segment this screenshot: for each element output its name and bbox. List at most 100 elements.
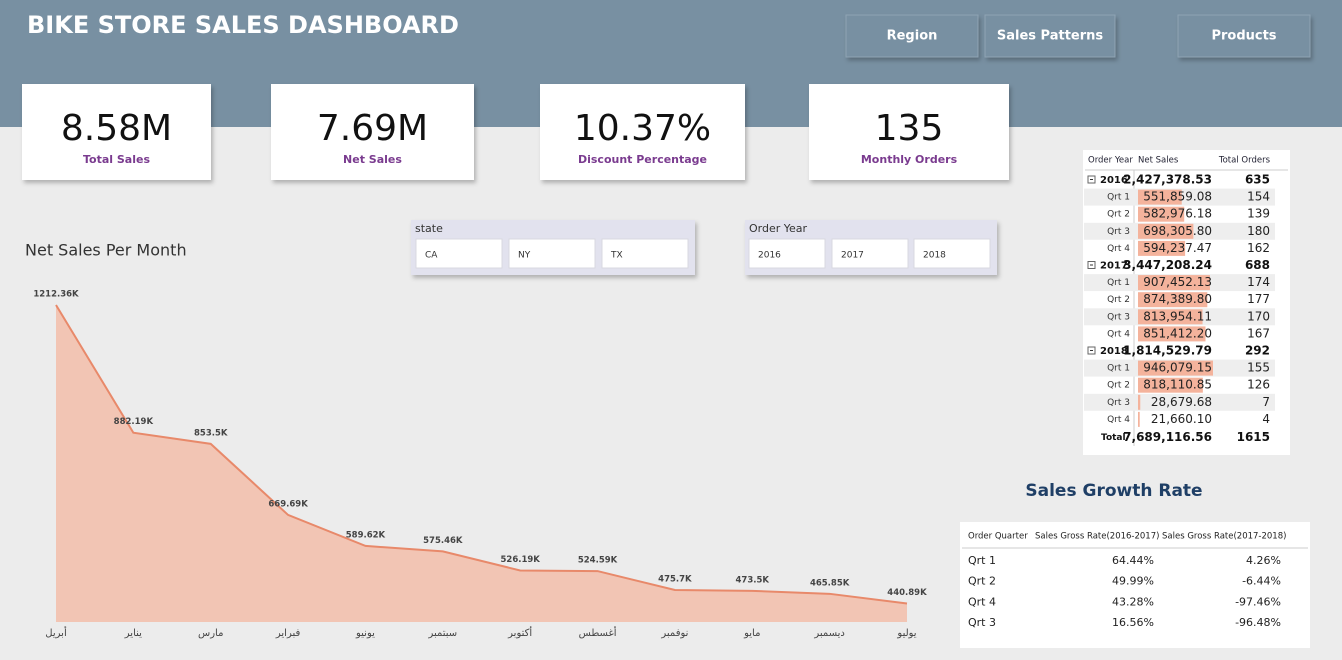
- data-bar: [1138, 240, 1186, 256]
- growth-rate-2: -6.44%: [1242, 575, 1281, 588]
- quarter-orders: 174: [1247, 275, 1270, 289]
- quarter-orders: 7: [1262, 395, 1270, 409]
- kpi-card: [540, 84, 745, 180]
- quarter-name: Qrt 2: [1107, 295, 1130, 305]
- quarter-orders: 177: [1247, 292, 1270, 306]
- data-label: 589.62K: [346, 530, 386, 540]
- slicer-option[interactable]: [831, 238, 909, 269]
- data-label: 473.5K: [736, 575, 770, 585]
- group-year: 2018: [1100, 346, 1128, 357]
- data-bar: [1138, 411, 1140, 427]
- kpi-label: Discount Percentage: [578, 153, 707, 166]
- nav-label: Sales Patterns: [997, 29, 1104, 44]
- kpi-card: [22, 84, 211, 180]
- growth-column-header: Sales Gross Rate(2017-2018): [1162, 532, 1286, 542]
- growth-rate-2: 4.26%: [1246, 554, 1281, 567]
- growth-rate-1: 64.44%: [1112, 554, 1154, 567]
- total-orders: 1615: [1237, 430, 1270, 444]
- quarter-net-sales: 818,110.85: [1143, 378, 1212, 392]
- nav-label: Products: [1211, 29, 1276, 44]
- slicer-option[interactable]: [508, 238, 596, 269]
- group-orders: 635: [1245, 173, 1270, 187]
- matrix-column-header: Total Orders: [1218, 156, 1271, 166]
- x-tick-label: نوفمبر: [660, 628, 688, 639]
- growth-quarter: Qrt 2: [968, 575, 996, 588]
- slicer-option-label: 2018: [923, 251, 946, 261]
- group-net-sales: 1,814,529.79: [1123, 344, 1212, 358]
- slicer-option-label: TX: [610, 251, 623, 261]
- slicer-option-label: CA: [425, 251, 438, 261]
- growth-rate-1: 43.28%: [1112, 595, 1154, 608]
- kpi-label: Total Sales: [83, 153, 150, 166]
- quarter-name: Qrt 2: [1107, 210, 1130, 220]
- growth-panel: [960, 522, 1310, 648]
- data-label: 669.69K: [268, 499, 308, 509]
- slicer-option[interactable]: [415, 238, 503, 269]
- data-label: 1212.36K: [33, 290, 79, 300]
- quarter-net-sales: 874,389.80: [1143, 292, 1212, 306]
- kpi-label: Net Sales: [343, 153, 402, 166]
- slicer-option[interactable]: [913, 238, 991, 269]
- matrix-column-header: Order Year: [1088, 156, 1133, 166]
- x-tick-label: مايو: [743, 628, 760, 639]
- quarter-name: Qrt 1: [1107, 193, 1130, 203]
- group-orders: 292: [1245, 344, 1270, 358]
- matrix-column-header: Net Sales: [1138, 156, 1179, 166]
- quarter-orders: 180: [1247, 224, 1270, 238]
- slicer-option[interactable]: [601, 238, 689, 269]
- kpi-value: 10.37%: [574, 108, 711, 149]
- slicer-title: Order Year: [749, 222, 808, 235]
- x-tick-label: يوليو: [896, 628, 916, 639]
- growth-title: Sales Growth Rate: [1025, 481, 1202, 501]
- data-label: 440.89K: [887, 588, 927, 598]
- data-bar: [1138, 275, 1210, 291]
- group-net-sales: 3,447,208.24: [1123, 258, 1212, 272]
- quarter-name: Qrt 4: [1107, 415, 1130, 425]
- slicer-option-label: NY: [518, 251, 531, 261]
- nav-label: Region: [887, 29, 938, 44]
- x-tick-label: يونيو: [355, 628, 375, 639]
- total-net-sales: 7,689,116.56: [1123, 430, 1212, 444]
- quarter-name: Qrt 4: [1107, 329, 1130, 339]
- quarter-name: Qrt 3: [1107, 227, 1130, 237]
- quarter-name: Qrt 1: [1107, 278, 1130, 288]
- quarter-orders: 126: [1247, 378, 1270, 392]
- quarter-net-sales: 946,079.15: [1143, 361, 1212, 375]
- quarter-net-sales: 851,412.20: [1143, 326, 1212, 340]
- quarter-orders: 167: [1247, 326, 1270, 340]
- quarter-net-sales: 582,976.18: [1143, 207, 1212, 221]
- quarter-orders: 162: [1247, 241, 1270, 255]
- data-bar: [1138, 360, 1213, 376]
- quarter-name: Qrt 4: [1107, 244, 1130, 254]
- quarter-orders: 4: [1262, 412, 1270, 426]
- kpi-card: [809, 84, 1009, 180]
- growth-column-header: Sales Gross Rate(2016-2017): [1035, 532, 1159, 542]
- nav-button[interactable]: [845, 14, 979, 58]
- data-label: 524.59K: [578, 556, 618, 566]
- data-label: 465.85K: [810, 578, 850, 588]
- total-label: Total: [1101, 433, 1126, 443]
- data-label: 475.7K: [658, 575, 692, 585]
- kpi-card: [271, 84, 474, 180]
- quarter-net-sales: 813,954.11: [1143, 309, 1212, 323]
- quarter-net-sales: 28,679.68: [1151, 395, 1212, 409]
- row-band: [1084, 393, 1275, 411]
- quarter-net-sales: 698,305.80: [1143, 224, 1212, 238]
- x-tick-label: ديسمبر: [813, 628, 844, 639]
- area-fill: [56, 305, 907, 622]
- kpi-value: 8.58M: [61, 108, 172, 149]
- slicer-option[interactable]: [748, 238, 826, 269]
- data-bar: [1138, 292, 1208, 308]
- group-year: 2017: [1100, 261, 1128, 272]
- nav-button[interactable]: [984, 14, 1116, 58]
- growth-rate-1: 49.99%: [1112, 575, 1154, 588]
- data-bar: [1138, 206, 1185, 222]
- x-tick-label: سبتمبر: [427, 628, 457, 639]
- growth-quarter: Qrt 3: [968, 616, 996, 629]
- kpi-label: Monthly Orders: [861, 153, 958, 166]
- kpi-value: 7.69M: [317, 108, 428, 149]
- quarter-name: Qrt 3: [1107, 312, 1130, 322]
- nav-button[interactable]: [1177, 14, 1311, 58]
